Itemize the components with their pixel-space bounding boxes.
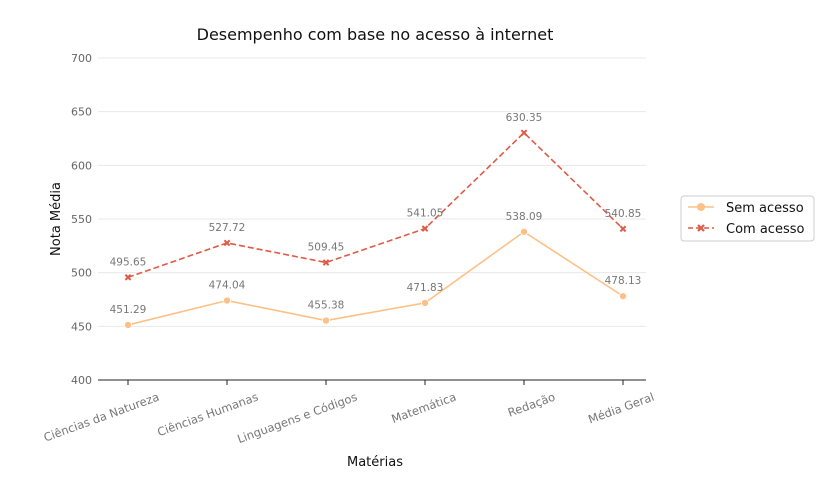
data-label: 478.13 xyxy=(605,275,642,287)
y-tick-label: 600 xyxy=(71,159,92,172)
legend-marker xyxy=(697,203,705,211)
data-point xyxy=(124,320,133,329)
series-line xyxy=(127,230,624,326)
legend-label: Com acesso xyxy=(726,222,804,237)
data-point xyxy=(421,225,429,232)
legend-box xyxy=(680,195,815,242)
y-tick-label: 650 xyxy=(71,106,92,119)
legend-marker xyxy=(697,224,705,232)
data-point xyxy=(322,259,330,266)
data-point xyxy=(420,298,429,307)
data-label: 471.83 xyxy=(407,282,444,294)
y-tick-label: 550 xyxy=(71,213,92,226)
data-point xyxy=(520,129,528,137)
data-label: 451.29 xyxy=(110,304,147,316)
y-tick-label: 450 xyxy=(71,320,92,333)
x-tick-label: Média Geral xyxy=(586,390,656,427)
data-label: 541.05 xyxy=(407,208,444,220)
data-point xyxy=(223,239,231,247)
data-label: 540.85 xyxy=(605,208,642,220)
data-label: 455.38 xyxy=(308,300,345,312)
data-point xyxy=(222,296,231,305)
data-point xyxy=(619,225,627,233)
y-tick-label: 700 xyxy=(71,52,92,65)
data-point xyxy=(619,292,628,301)
data-label: 474.04 xyxy=(209,280,246,292)
data-point xyxy=(321,316,330,325)
x-tick-label: Redação xyxy=(506,390,557,420)
data-point xyxy=(520,227,529,236)
data-label: 538.09 xyxy=(506,211,543,223)
data-label: 509.45 xyxy=(308,242,345,254)
series-line xyxy=(127,131,624,279)
y-axis: 400 450 500 550 600 650 700 xyxy=(71,52,92,387)
legend: Sem acesso Com acesso xyxy=(680,195,815,242)
data-point xyxy=(124,274,132,281)
gridlines xyxy=(98,57,646,327)
x-tick-label: Matemática xyxy=(389,390,458,426)
y-tick-label: 400 xyxy=(71,374,92,387)
y-axis-label: Nota Média xyxy=(49,182,64,256)
chart-title: Desempenho com base no acesso à internet xyxy=(197,25,554,44)
data-label: 495.65 xyxy=(110,256,147,268)
data-labels: 451.29 474.04 455.38 471.83 538.09 478.13 495.… xyxy=(110,112,642,316)
x-axis-label: Matérias xyxy=(347,455,403,470)
x-tick-label: Ciências da Natureza xyxy=(42,390,161,445)
series-group xyxy=(124,129,628,329)
data-label: 630.35 xyxy=(506,112,543,124)
legend-label: Sem acesso xyxy=(726,201,804,216)
y-tick-label: 500 xyxy=(71,267,92,280)
data-label: 527.72 xyxy=(209,222,246,234)
